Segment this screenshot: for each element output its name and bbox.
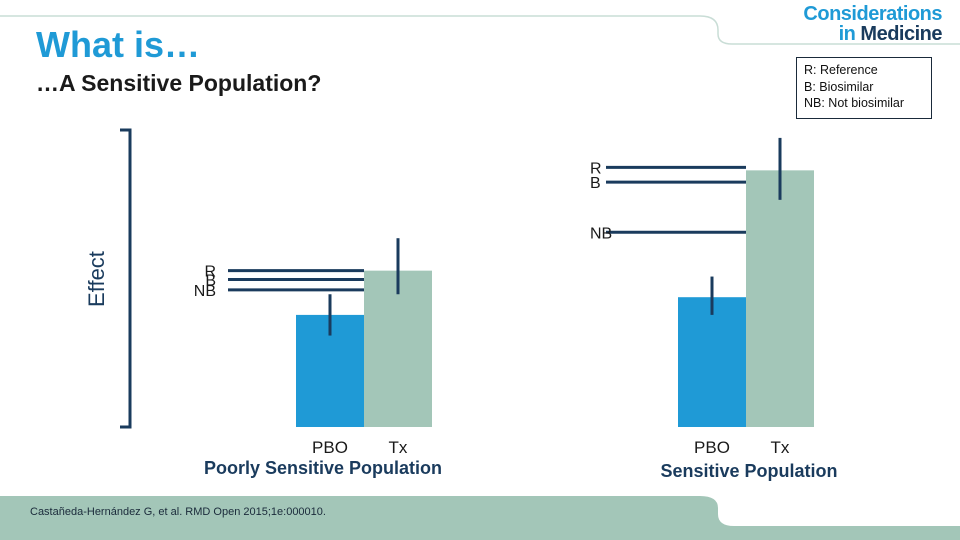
bar-sensitive-pbo [678,297,746,427]
legend-item-reference: R: Reference [804,63,878,77]
y-axis-label: Effect [84,251,109,307]
panel-title-poorly-sensitive: Poorly Sensitive Population [204,458,442,478]
x-tick-label-poorly-sensitive-pbo: PBO [312,438,348,457]
logo-line2-medicine: Medicine [860,23,942,45]
header-divider-line [0,15,960,45]
page-title: What is… [36,24,201,65]
bar-sensitive-tx [746,170,814,427]
page-subtitle: …A Sensitive Population? [36,70,322,96]
effect-bracket [120,128,132,429]
x-tick-label-sensitive-pbo: PBO [694,438,730,457]
legend-box: R: Reference B: Biosimilar NB: Not biosi… [796,57,932,119]
ref-label-poorly-sensitive-r: R [204,264,216,281]
logo: Considerations in Medicine [803,4,942,44]
ref-label-poorly-sensitive-nb: NB [194,283,216,300]
legend-item-biosimilar: B: Biosimilar [804,79,874,94]
logo-line1: Considerations [803,3,942,25]
footer-band [0,496,960,540]
legend-item-not-biosimilar: NB: Not biosimilar [804,96,905,110]
panel-title-sensitive: Sensitive Population [660,461,837,481]
logo-line2-in: in [838,23,856,45]
x-tick-label-sensitive-tx: Tx [771,438,790,457]
x-tick-label-poorly-sensitive-tx: Tx [389,438,408,457]
ref-label-sensitive-b: B [590,175,601,192]
bar-poorly-sensitive-tx [364,270,432,427]
ref-label-sensitive-nb: NB [590,225,612,242]
citation: Castañeda-Hernández G, et al. RMD Open 2… [30,506,326,518]
ref-label-poorly-sensitive-b: B [205,273,216,290]
ref-label-sensitive-r: R [590,160,602,177]
